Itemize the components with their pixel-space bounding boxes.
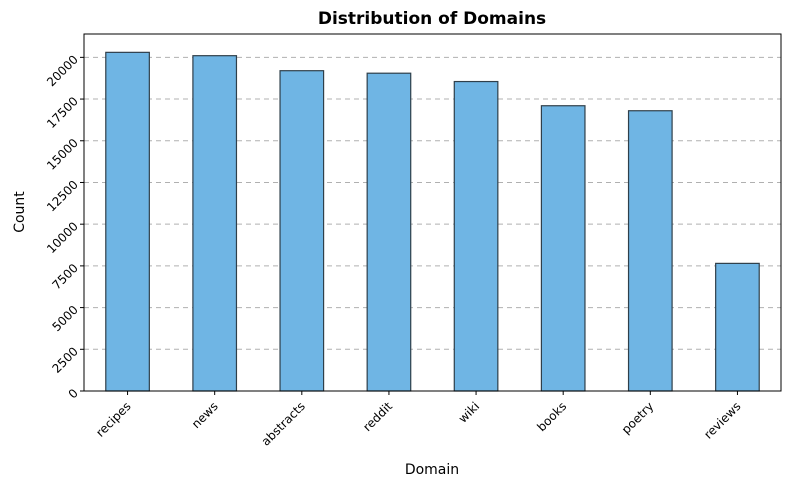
chart-title: Distribution of Domains [318,9,546,29]
bar-abstracts [279,70,325,392]
plot-frame [83,33,782,392]
bar-books [540,105,586,392]
y-axis-label: Count [12,191,28,233]
x-tick-label: abstracts [259,399,308,448]
bar-news [192,55,238,392]
bar-recipes [105,51,150,392]
y-tick-label: 7500 [49,261,80,292]
y-tick-label: 2500 [49,344,80,375]
y-tick-label: 17500 [44,94,81,131]
x-tick-label: recipes [93,399,133,439]
bar-reddit [366,72,412,392]
x-tick-label: reviews [701,399,743,441]
x-tick-label: news [189,399,221,431]
x-tick-label: poetry [619,399,657,437]
y-tick-label: 20000 [44,52,81,89]
x-axis-label: Domain [405,462,459,478]
x-tick-label: reddit [360,399,395,434]
y-tick-label: 10000 [44,219,81,256]
x-axis-ticks: recipes news abstracts reddit wiki books poetr… [93,391,744,449]
y-tick-label: 5000 [49,303,80,334]
y-tick-label: 0 [66,386,81,401]
bar-poetry [627,110,673,392]
bar-reviews [715,262,760,392]
x-tick-label: wiki [456,399,482,425]
y-tick-label: 15000 [44,136,81,173]
grid-lines [84,56,781,350]
bar-wiki [453,80,499,392]
y-axis-ticks: 0 2500 5000 7500 10000 12500 15000 17500 20000 [44,52,84,401]
bars [105,51,760,392]
y-tick-label: 12500 [44,178,81,215]
x-tick-label: books [534,399,569,434]
